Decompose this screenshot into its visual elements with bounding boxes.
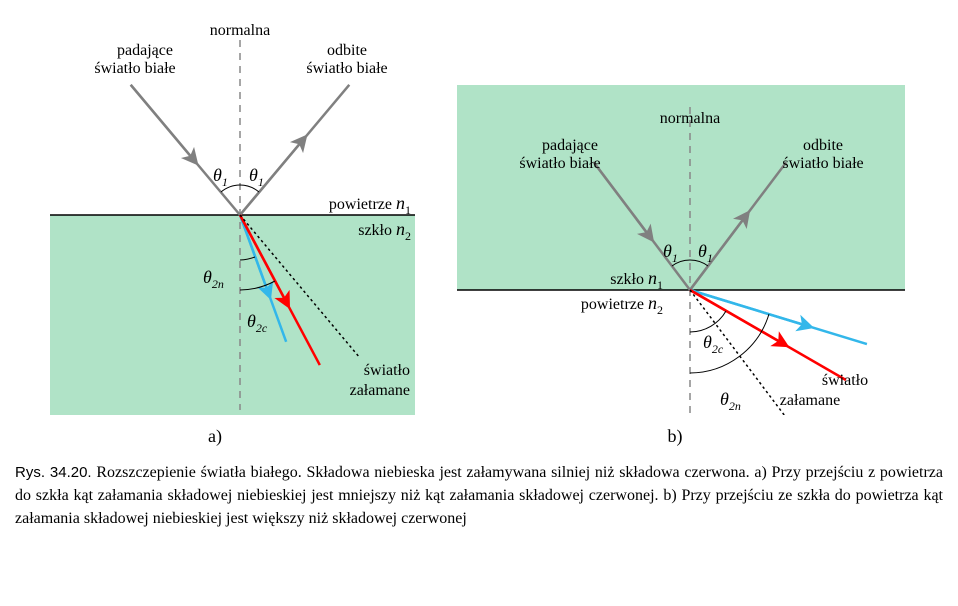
panel-a-svg: normalna padające światło białe odbite ś… xyxy=(15,15,415,415)
refracted-red-b xyxy=(690,290,846,380)
label-reflected1-a: odbite xyxy=(327,42,367,59)
theta2c-b: θ2c xyxy=(703,332,724,356)
label-medium-bottom-b: powietrze n2 xyxy=(581,293,663,317)
label-reflected2-b: światło białe xyxy=(782,155,863,172)
label-medium-top-a: powietrze n1 xyxy=(329,193,411,217)
caption-prefix: Rys. 34.20. xyxy=(15,464,92,481)
panel-a-subfigure-label: a) xyxy=(15,426,415,447)
panel-a: normalna padające światło białe odbite ś… xyxy=(15,15,415,447)
label-refracted2-b: załamane xyxy=(780,392,840,409)
panel-b-svg: normalna padające światło białe odbite ś… xyxy=(445,15,905,415)
label-normal-a: normalna xyxy=(210,22,270,39)
label-incident1-a: padające xyxy=(117,42,173,59)
label-normal-b: normalna xyxy=(660,110,720,127)
label-incident2-b: światło białe xyxy=(519,155,600,172)
panel-b-subfigure-label: b) xyxy=(445,426,905,447)
theta2n-b: θ2n xyxy=(720,389,741,413)
incident-extension-b xyxy=(690,290,786,415)
angle-arc-theta1-right xyxy=(240,185,259,192)
figure-row: normalna padające światło białe odbite ś… xyxy=(15,15,943,447)
label-refracted2-a: załamane xyxy=(350,382,410,399)
angle-arc-theta2c-b xyxy=(690,311,726,332)
label-refracted1-b: światło xyxy=(822,372,868,389)
label-reflected2-a: światło białe xyxy=(306,60,387,77)
refracted-blue-b xyxy=(690,290,867,344)
label-reflected1-b: odbite xyxy=(803,137,843,154)
figure-caption: Rys. 34.20. Rozszczepienie światła białe… xyxy=(15,461,943,531)
caption-text: Rozszczepienie światła białego. Składowa… xyxy=(15,464,943,527)
theta1-right-a: θ1 xyxy=(249,165,264,189)
label-refracted1-a: światło xyxy=(364,362,410,379)
label-incident1-b: padające xyxy=(542,137,598,154)
panel-b: normalna padające światło białe odbite ś… xyxy=(445,15,905,447)
incident-ray-a xyxy=(131,85,240,215)
label-incident2-a: światło białe xyxy=(94,60,175,77)
